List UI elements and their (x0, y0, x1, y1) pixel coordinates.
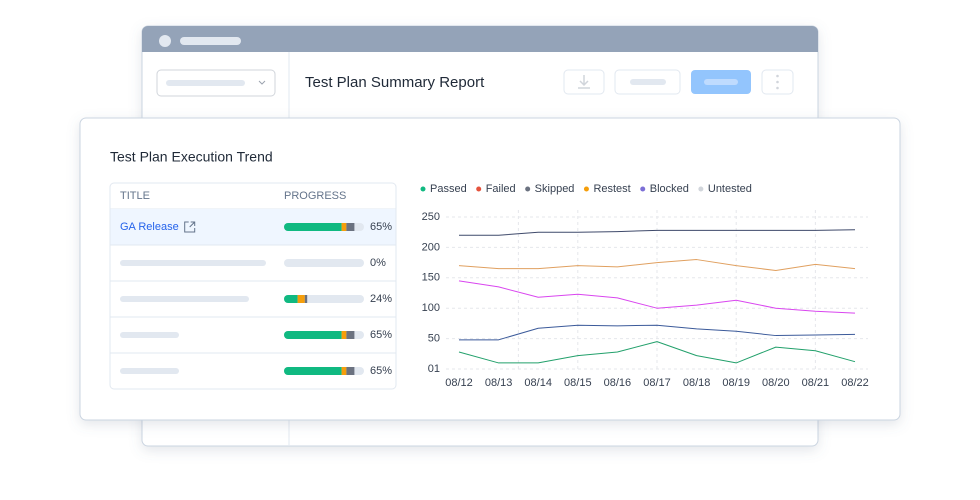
window-dot (159, 35, 171, 47)
x-tick-label: 08/18 (683, 377, 711, 389)
y-tick-label: 150 (422, 272, 440, 284)
window-title-skeleton (180, 37, 241, 45)
progress-segment (304, 295, 308, 303)
progress-segment (284, 223, 342, 231)
progress-segment (346, 367, 355, 375)
title-skeleton (120, 332, 179, 338)
progress-label: 65% (370, 365, 392, 377)
progress-segment (346, 331, 355, 339)
legend-label: Skipped (535, 183, 575, 195)
plan-link[interactable]: GA Release (120, 221, 179, 233)
progress-track (284, 259, 364, 267)
series-line (459, 229, 856, 236)
x-tick-label: 08/16 (604, 377, 632, 389)
page-title: Test Plan Summary Report (305, 74, 485, 91)
legend-label: Blocked (650, 183, 689, 195)
legend-label: Passed (430, 183, 467, 195)
progress-segment (346, 223, 355, 231)
title-skeleton (120, 260, 266, 266)
progress-label: 65% (370, 221, 392, 233)
y-tick-label: 50 (428, 333, 440, 345)
series-line (458, 259, 856, 272)
legend-dot (698, 186, 704, 192)
series-line (458, 341, 856, 364)
legend-dot (420, 186, 426, 192)
y-tick-label: 250 (422, 211, 440, 223)
y-tick-label: 200 (422, 241, 440, 253)
legend-label: Untested (708, 183, 752, 195)
progress-label: 24% (370, 293, 392, 305)
legend-dot (476, 186, 482, 192)
button-skeleton (630, 79, 666, 85)
series-line (459, 324, 856, 341)
download-icon (578, 75, 590, 89)
x-tick-label: 08/13 (485, 377, 513, 389)
column-header: TITLE (120, 190, 150, 202)
progress-label: 0% (370, 257, 386, 269)
legend-dot (583, 186, 589, 192)
series-line (458, 280, 856, 314)
card-title: Test Plan Execution Trend (110, 149, 273, 165)
progress-segment (341, 367, 347, 375)
external-link-icon (184, 221, 196, 233)
legend-label: Failed (486, 183, 516, 195)
x-tick-label: 08/15 (564, 377, 592, 389)
x-tick-label: 08/22 (841, 377, 869, 389)
y-tick-label: 100 (422, 302, 440, 314)
y-tick-label: 01 (428, 363, 440, 375)
x-tick-label: 08/19 (722, 377, 750, 389)
x-tick-label: 08/12 (445, 377, 473, 389)
title-skeleton (120, 368, 179, 374)
dots-icon (776, 74, 779, 90)
column-header: PROGRESS (284, 190, 346, 202)
legend-label: Restest (593, 183, 630, 195)
progress-segment (284, 295, 298, 303)
legend-dot (640, 186, 646, 192)
legend-dot (525, 186, 531, 192)
progress-segment (284, 367, 342, 375)
progress-segment (341, 331, 347, 339)
progress-segment (297, 295, 305, 303)
dropdown-skeleton (166, 80, 245, 86)
title-skeleton (120, 296, 249, 302)
window-header (142, 26, 818, 52)
chevron (258, 80, 266, 85)
button-skeleton (704, 79, 738, 85)
x-tick-label: 08/20 (762, 377, 790, 389)
x-tick-label: 08/21 (802, 377, 830, 389)
progress-label: 65% (370, 329, 392, 341)
progress-segment (341, 223, 347, 231)
progress-segment (284, 331, 342, 339)
x-tick-label: 08/17 (643, 377, 671, 389)
x-tick-label: 08/14 (524, 377, 552, 389)
